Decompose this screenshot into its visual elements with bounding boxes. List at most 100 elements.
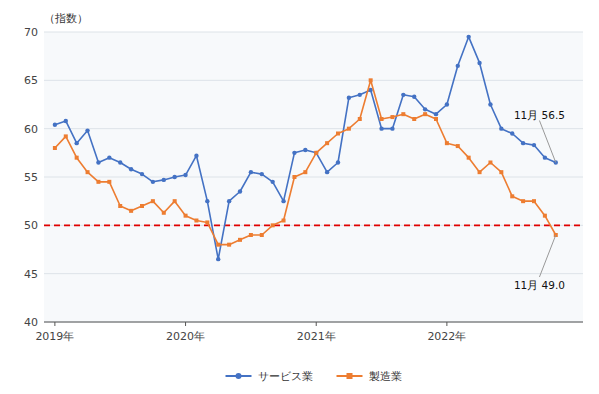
grid-line [44,177,583,178]
point [336,160,340,164]
point [238,238,242,242]
point [303,170,307,174]
annotation: 11月 49.0 [514,279,565,291]
point [499,126,503,130]
point [107,180,111,184]
point [434,117,438,121]
point [477,61,481,65]
point [173,199,177,203]
point [140,172,144,176]
point [488,102,492,106]
point [216,257,220,261]
point [162,178,166,182]
point [75,156,79,160]
point [510,194,514,198]
point [260,172,264,176]
annotation-leader [539,235,555,277]
y-axis-label: （指数） [44,12,88,25]
point [521,199,525,203]
y-tick-label: 60 [24,123,38,136]
point [412,117,416,121]
point [466,35,470,39]
point [194,154,198,158]
series-line [55,80,556,244]
point [238,189,242,193]
point [270,180,274,184]
point [151,180,155,184]
grid-line [44,273,583,274]
point [543,214,547,218]
point [412,95,416,99]
chart: 404550556065702019年2020年2021年2022年（指数）11… [0,0,599,394]
point [401,112,405,116]
point [521,141,525,145]
x-tick [54,322,55,326]
legend: サービス業 製造業 [226,370,402,383]
point [292,151,296,155]
point [96,160,100,164]
legend-label: サービス業 [258,370,313,383]
point [336,132,340,136]
point [347,127,351,131]
y-tick-label: 40 [24,316,38,329]
annotation-leader [539,121,555,163]
point [510,131,514,135]
grid-line [44,225,583,226]
point [434,112,438,116]
point [292,175,296,179]
point [314,151,318,155]
grid-line [44,80,583,81]
y-tick-label: 55 [24,171,38,184]
point [445,102,449,106]
x-tick-label: 2022年 [427,330,466,343]
point [85,128,89,132]
point [303,148,307,152]
y-tick-label: 70 [24,26,38,39]
point [172,175,176,179]
point [314,151,318,155]
x-tick-label: 2020年 [166,330,205,343]
legend-label: 製造業 [369,370,402,383]
plot-area [44,35,583,262]
point [390,126,394,130]
grid-line [44,32,583,33]
point [325,141,329,145]
point [118,204,122,208]
point [64,134,68,138]
x-tick-label: 2021年 [297,330,336,343]
point [281,199,285,203]
point [456,144,460,148]
point [107,155,111,159]
point [499,170,503,174]
point [129,209,133,213]
point [358,117,362,121]
point [401,93,405,97]
point [86,170,90,174]
point [456,64,460,68]
point [380,117,384,121]
point [532,143,536,147]
point [162,211,166,215]
point [249,233,253,237]
point [151,199,155,203]
point [129,167,133,171]
x-tick [446,322,447,326]
point [369,78,373,82]
point [96,180,100,184]
legend-marker [236,373,242,379]
point [445,141,449,145]
point [532,199,536,203]
point [205,199,209,203]
y-tick-label: 65 [24,74,38,87]
plot-background [44,32,583,322]
point [183,173,187,177]
x-tick-label: 2019年 [35,330,74,343]
point [379,126,383,130]
x-axis-line [44,322,583,323]
y-tick-label: 45 [24,268,38,281]
point [140,204,144,208]
reference-line [44,225,583,227]
point [184,214,188,218]
point [74,141,78,145]
point [358,93,362,97]
